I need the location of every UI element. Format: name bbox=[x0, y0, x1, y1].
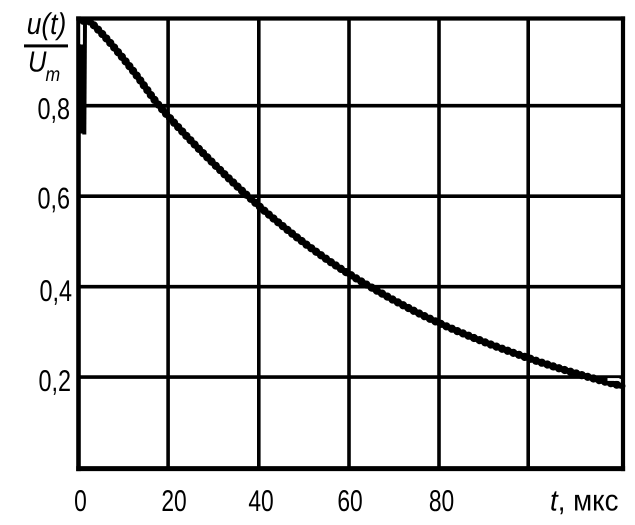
svg-text:60: 60 bbox=[337, 485, 362, 518]
svg-text:40: 40 bbox=[248, 485, 273, 518]
svg-text:0,2: 0,2 bbox=[38, 365, 71, 398]
svg-text:0: 0 bbox=[74, 485, 87, 518]
svg-text:0,6: 0,6 bbox=[37, 183, 70, 216]
svg-text:80: 80 bbox=[429, 485, 454, 518]
svg-text:t, мкс: t, мкс bbox=[550, 485, 619, 518]
svg-text:0,8: 0,8 bbox=[37, 93, 70, 126]
svg-text:20: 20 bbox=[161, 485, 186, 518]
svg-text:m: m bbox=[46, 64, 61, 86]
svg-text:U: U bbox=[28, 46, 47, 78]
svg-text:0,4: 0,4 bbox=[39, 275, 72, 308]
svg-text:u(t): u(t) bbox=[27, 8, 67, 41]
